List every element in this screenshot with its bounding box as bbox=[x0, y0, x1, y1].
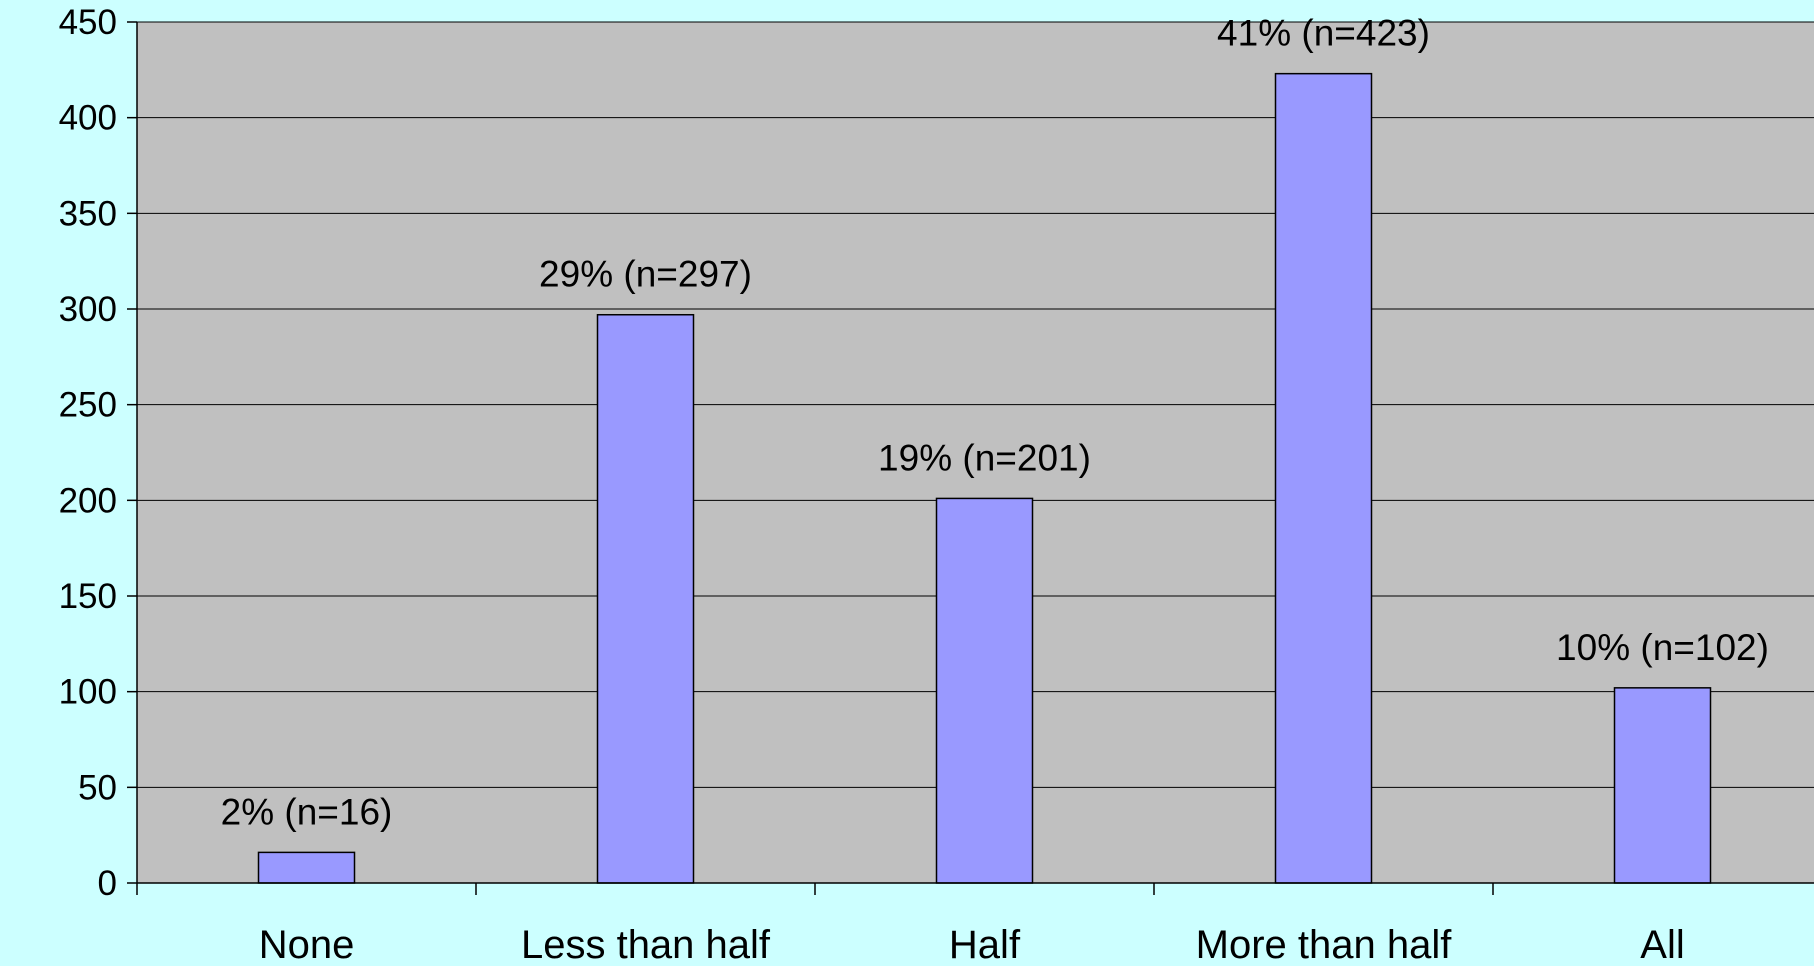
data-label: 10% (n=102) bbox=[1556, 627, 1769, 668]
y-tick-label: 200 bbox=[59, 481, 117, 520]
category-label: Less than half bbox=[521, 923, 771, 966]
data-label: 41% (n=423) bbox=[1217, 13, 1430, 54]
y-tick-label: 100 bbox=[59, 673, 117, 712]
y-tick-label: 450 bbox=[59, 3, 117, 42]
bar-none bbox=[257, 851, 356, 884]
bar-half bbox=[935, 497, 1034, 884]
category-label: None bbox=[259, 923, 355, 966]
y-tick-label: 50 bbox=[78, 768, 117, 807]
y-tick-label: 250 bbox=[59, 386, 117, 425]
axes bbox=[136, 22, 1814, 884]
y-tick-label: 400 bbox=[59, 99, 117, 138]
bar-more-than-half bbox=[1274, 72, 1373, 884]
y-tick-label: 150 bbox=[59, 577, 117, 616]
category-label: All bbox=[1640, 923, 1684, 966]
x-axis-ticks bbox=[136, 883, 1494, 895]
y-tick-label: 0 bbox=[98, 864, 117, 903]
bars bbox=[257, 72, 1712, 884]
bar-less-than-half bbox=[596, 313, 695, 884]
category-label: Half bbox=[949, 923, 1021, 966]
y-tick-label: 350 bbox=[59, 194, 117, 233]
data-labels: 2% (n=16) 29% (n=297) 19% (n=201) 41% (n=42… bbox=[221, 13, 1769, 833]
bar-all bbox=[1613, 687, 1712, 884]
y-tick-label: 300 bbox=[59, 290, 117, 329]
data-label: 29% (n=297) bbox=[539, 254, 752, 295]
data-label: 19% (n=201) bbox=[878, 437, 1091, 478]
category-label: More than half bbox=[1196, 923, 1453, 966]
y-axis-ticks: 0 50 100 150 200 250 300 350 400 450 bbox=[59, 3, 137, 903]
category-labels: None Less than half Half More than half All bbox=[259, 923, 1685, 966]
data-label: 2% (n=16) bbox=[221, 791, 393, 832]
